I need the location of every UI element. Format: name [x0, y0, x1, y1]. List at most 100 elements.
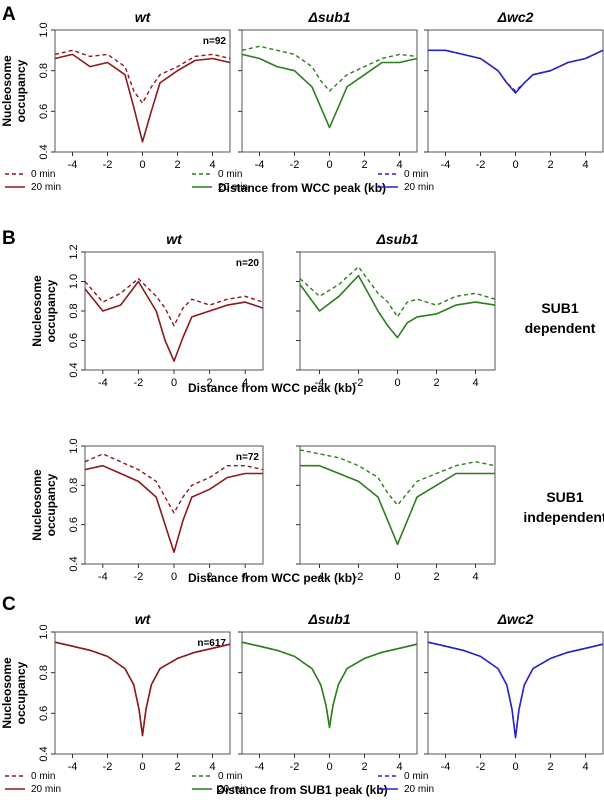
- y-axis-label: Nucleosome: [30, 275, 44, 347]
- x-tick-label: 4: [472, 377, 478, 389]
- row-c-xlabel: Distance from SUB1 peak (kb): [216, 783, 387, 797]
- series-line-0min: [54, 641, 231, 735]
- x-tick-label: 2: [361, 159, 367, 171]
- y-tick-label: 0.4: [68, 556, 80, 571]
- y-tick-label: 0.8: [68, 303, 80, 318]
- legend-label: 20 min: [31, 784, 61, 795]
- legend-label: 0 min: [31, 771, 55, 782]
- side-label-dependent-line2: dependent: [525, 320, 596, 336]
- x-tick-label: 4: [582, 159, 588, 171]
- legend-label: 0 min: [404, 169, 428, 180]
- x-tick-label: -4: [315, 571, 325, 583]
- chart-title: wt: [135, 611, 152, 627]
- legend-label: 20 min: [31, 182, 61, 193]
- series-line-20min: [299, 274, 496, 339]
- x-tick-label: -2: [103, 159, 113, 171]
- row-a-xlabel: Distance from WCC peak (kb): [218, 181, 386, 195]
- x-tick-label: 2: [361, 761, 367, 773]
- panel-label-a: A: [2, 4, 16, 25]
- x-tick-label: 0: [394, 571, 400, 583]
- series-line-0min: [299, 449, 496, 506]
- series-line-0min: [241, 45, 418, 92]
- x-tick-label: -4: [98, 571, 108, 583]
- series-line-0min: [427, 641, 604, 737]
- chart-C-wt: wt n=617 -4 -2 0 2 4 0.4 0.6 0.8 1.0 Nucleosome occu…: [0, 611, 231, 795]
- n-label: n=20: [236, 258, 260, 269]
- x-tick-label: -2: [476, 761, 486, 773]
- y-tick-label: 1.0: [68, 438, 80, 453]
- plot-frame: [299, 445, 496, 565]
- side-label-dependent-line1: SUB1: [541, 300, 579, 316]
- y-tick-label: 0.8: [38, 665, 50, 680]
- x-tick-label: -2: [290, 761, 300, 773]
- chart-title: Δsub1: [307, 611, 350, 627]
- y-tick-label: 1.0: [38, 22, 50, 37]
- x-tick-label: -2: [354, 571, 364, 583]
- y-tick-label: 1.0: [38, 624, 50, 639]
- chart-title: wt: [135, 9, 152, 25]
- x-tick-label: -2: [290, 159, 300, 171]
- x-tick-label: -4: [255, 761, 265, 773]
- n-label: n=617: [197, 638, 226, 649]
- x-tick-label: -4: [255, 159, 265, 171]
- x-tick-label: 0: [171, 377, 177, 389]
- legend-label: 20 min: [404, 784, 434, 795]
- y-tick-label: 1.0: [68, 274, 80, 289]
- x-tick-label: -2: [476, 159, 486, 171]
- series-line-0min: [84, 277, 264, 327]
- y-tick-label: 0.6: [38, 104, 50, 119]
- x-tick-label: 2: [174, 159, 180, 171]
- chart-B2-wt: n=72 -4 -2 0 2 4 0.4 0.6 0.8 1.0 Nucleosome occupan…: [30, 438, 264, 583]
- y-axis-label: Nucleosome: [30, 469, 44, 541]
- x-tick-label: 4: [396, 159, 402, 171]
- x-tick-label: 4: [396, 761, 402, 773]
- x-tick-label: -4: [315, 377, 325, 389]
- n-label: n=72: [236, 452, 260, 463]
- y-axis-label: Nucleosome: [0, 55, 14, 127]
- panel-label-c: C: [2, 594, 16, 615]
- x-tick-label: 0: [326, 159, 332, 171]
- row-b1-xlabel: Distance from WCC peak (kb): [188, 381, 356, 395]
- series-line-20min: [84, 464, 263, 554]
- y-tick-label: 0.6: [38, 706, 50, 721]
- x-tick-label: -4: [68, 159, 78, 171]
- legend-label: 0 min: [218, 169, 242, 180]
- chart-title: Δsub1: [307, 9, 350, 25]
- chart-B2-sub1: -4 -2 0 2 4: [296, 445, 496, 583]
- y-axis-label-line2: occupancy: [44, 279, 58, 342]
- x-tick-label: 4: [472, 571, 478, 583]
- x-tick-label: 2: [174, 761, 180, 773]
- y-tick-label: 0.8: [38, 63, 50, 78]
- chart-B1-sub1: Δsub1 -4 -2 0 2 4: [296, 231, 496, 389]
- side-label-independent-line1: SUB1: [546, 489, 584, 505]
- y-tick-label: 0.8: [68, 478, 80, 493]
- x-tick-label: 0: [139, 761, 145, 773]
- chart-B1-wt: wt n=20 -4 -2 0 2 4 0.4 0.6 0.8 1.0 1.2 Nucleosome oc…: [30, 231, 264, 389]
- x-tick-label: -4: [68, 761, 78, 773]
- y-axis-label-line2: occupancy: [44, 473, 58, 536]
- x-tick-label: 4: [242, 377, 248, 389]
- legend-label: 0 min: [404, 771, 428, 782]
- series-line-0min: [299, 266, 496, 318]
- panel-label-b: B: [2, 228, 16, 249]
- y-tick-label: 0.4: [68, 362, 80, 377]
- plot-frame: [299, 251, 496, 371]
- y-tick-label: 1.2: [68, 244, 80, 259]
- x-tick-label: -4: [441, 761, 451, 773]
- n-label: n=92: [203, 36, 227, 47]
- y-axis-label-line2: occupancy: [14, 661, 28, 724]
- chart-title: wt: [166, 231, 183, 247]
- chart-A-wt: wt n=92 -4 -2 0 2 4 0.4 0.6 0.8 1.0 Nucleosome occup…: [0, 9, 231, 193]
- y-tick-label: 0.6: [68, 517, 80, 532]
- series-line-0min: [241, 641, 418, 727]
- series-line-20min: [54, 53, 231, 143]
- series-line-20min: [241, 53, 418, 129]
- series-line-20min: [428, 49, 604, 94]
- series-line-20min: [241, 641, 418, 729]
- series-line-20min: [84, 280, 264, 362]
- x-tick-label: -2: [103, 761, 113, 773]
